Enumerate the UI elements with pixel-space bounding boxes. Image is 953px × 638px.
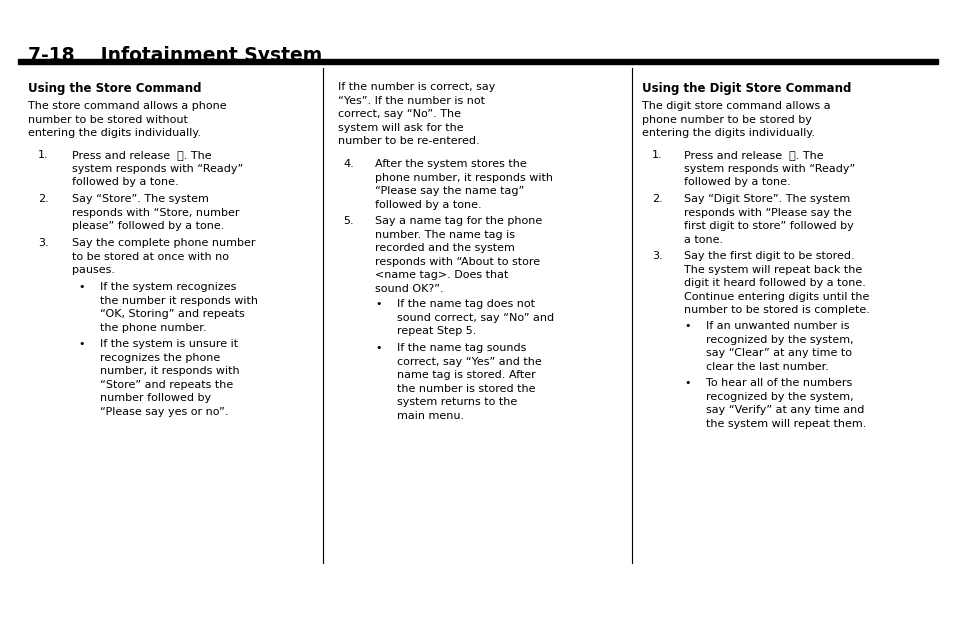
Text: 2.: 2.	[651, 194, 662, 204]
Text: After the system stores the
phone number, it responds with
“Please say the name : After the system stores the phone number…	[375, 159, 553, 210]
Text: If the system is unsure it
recognizes the phone
number, it responds with
“Store”: If the system is unsure it recognizes th…	[100, 339, 239, 417]
Text: The digit store command allows a
phone number to be stored by
entering the digit: The digit store command allows a phone n…	[641, 101, 830, 138]
Text: 7-18    Infotainment System: 7-18 Infotainment System	[28, 46, 322, 65]
Text: Say a name tag for the phone
number. The name tag is
recorded and the system
res: Say a name tag for the phone number. The…	[375, 216, 541, 294]
Text: •: •	[683, 321, 690, 331]
Text: 2.: 2.	[38, 194, 49, 204]
Text: Press and release  ⓕ. The
system responds with “Ready”
followed by a tone.: Press and release ⓕ. The system responds…	[71, 150, 243, 187]
Text: 4.: 4.	[343, 159, 354, 169]
Text: If the name tag does not
sound correct, say “No” and
repeat Step 5.: If the name tag does not sound correct, …	[396, 299, 554, 336]
Text: 1.: 1.	[38, 150, 49, 160]
Text: 3.: 3.	[38, 238, 49, 248]
Text: Say “Digit Store”. The system
responds with “Please say the
first digit to store: Say “Digit Store”. The system responds w…	[683, 194, 853, 245]
Text: 3.: 3.	[651, 251, 662, 261]
Text: 1.: 1.	[651, 150, 662, 160]
Text: •: •	[375, 343, 381, 353]
Text: •: •	[78, 339, 85, 349]
Text: If the name tag sounds
correct, say “Yes” and the
name tag is stored. After
the : If the name tag sounds correct, say “Yes…	[396, 343, 541, 421]
Text: •: •	[375, 299, 381, 309]
Text: The store command allows a phone
number to be stored without
entering the digits: The store command allows a phone number …	[28, 101, 227, 138]
Text: 5.: 5.	[343, 216, 354, 226]
Text: Say the complete phone number
to be stored at once with no
pauses.: Say the complete phone number to be stor…	[71, 238, 255, 275]
Text: •: •	[78, 282, 85, 292]
Text: Say the first digit to be stored.
The system will repeat back the
digit it heard: Say the first digit to be stored. The sy…	[683, 251, 869, 315]
Text: Press and release  ⓕ. The
system responds with “Ready”
followed by a tone.: Press and release ⓕ. The system responds…	[683, 150, 854, 187]
Text: To hear all of the numbers
recognized by the system,
say “Verify” at any time an: To hear all of the numbers recognized by…	[705, 378, 865, 429]
Text: Say “Store”. The system
responds with “Store, number
please” followed by a tone.: Say “Store”. The system responds with “S…	[71, 194, 239, 231]
Text: Using the Store Command: Using the Store Command	[28, 82, 201, 95]
Text: If an unwanted number is
recognized by the system,
say “Clear” at any time to
cl: If an unwanted number is recognized by t…	[705, 321, 853, 372]
Text: If the system recognizes
the number it responds with
“OK, Storing” and repeats
t: If the system recognizes the number it r…	[100, 282, 257, 333]
Text: •: •	[683, 378, 690, 388]
Text: If the number is correct, say
“Yes”. If the number is not
correct, say “No”. The: If the number is correct, say “Yes”. If …	[337, 82, 495, 146]
Bar	[18, 59, 937, 64]
Text: Using the Digit Store Command: Using the Digit Store Command	[641, 82, 850, 95]
